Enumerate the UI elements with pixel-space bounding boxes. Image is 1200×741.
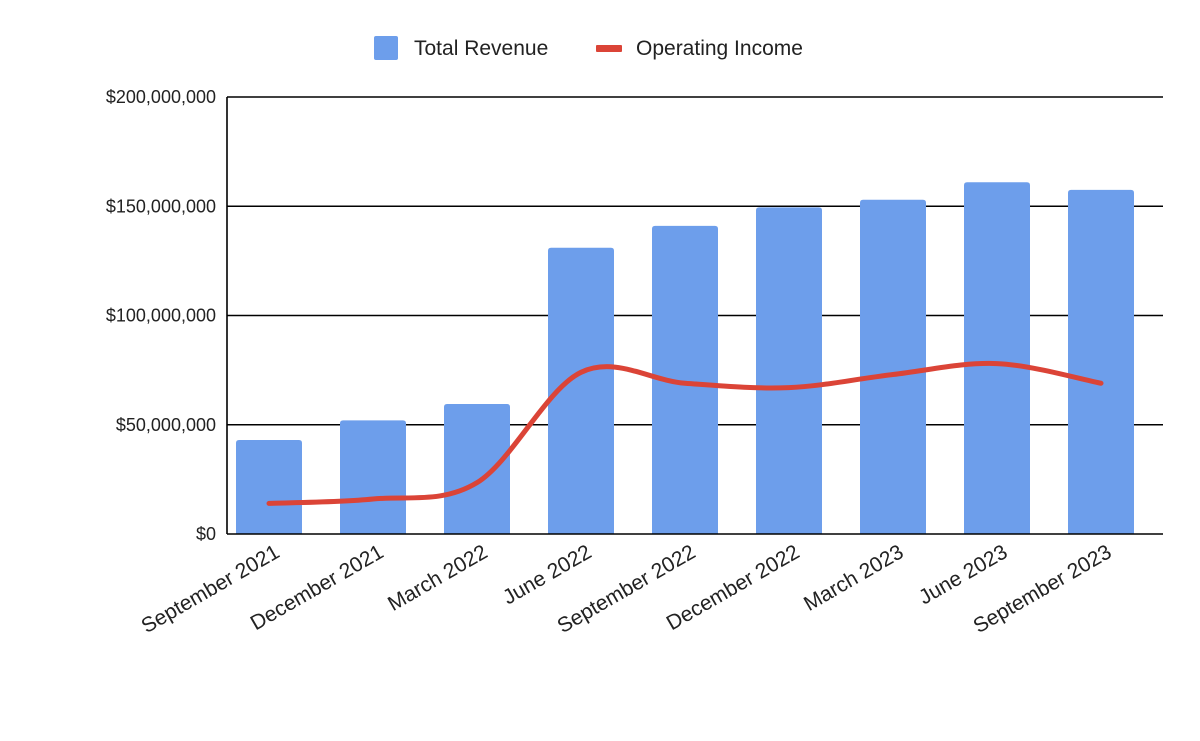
operating-income-line — [266, 360, 1104, 506]
revenue-bar — [1068, 189, 1134, 535]
revenue-bar — [236, 440, 302, 534]
x-tick-label: June 2022 — [499, 540, 595, 609]
y-tick-label: $200,000,000 — [106, 87, 216, 107]
legend-swatch-operating-income — [596, 45, 622, 52]
revenue-bars — [236, 182, 1134, 535]
operating-income-line-group — [266, 360, 1104, 506]
revenue-bar — [340, 420, 406, 534]
y-axis-tick-labels: $0 $50,000,000 $100,000,000 $150,000,000 $20… — [106, 87, 216, 544]
revenue-bar — [860, 199, 926, 534]
x-tick-label: June 2023 — [915, 540, 1011, 609]
revenue-bar — [964, 182, 1030, 534]
revenue-bar — [548, 247, 614, 534]
revenue-bar — [444, 403, 510, 534]
legend-label-operating-income: Operating Income — [636, 37, 803, 60]
x-tick-label: March 2022 — [384, 540, 492, 615]
legend-label-total-revenue: Total Revenue — [414, 37, 548, 60]
revenue-bar — [652, 225, 718, 535]
y-tick-label: $50,000,000 — [116, 415, 216, 435]
y-tick-label: $0 — [196, 524, 216, 544]
legend-swatch-total-revenue — [374, 36, 398, 60]
revenue-bar — [756, 207, 822, 534]
y-tick-label: $100,000,000 — [106, 306, 216, 326]
y-tick-label: $150,000,000 — [106, 196, 216, 216]
x-tick-label: March 2023 — [800, 540, 908, 615]
axes — [226, 97, 1163, 535]
legend: Total Revenue Operating Income — [374, 36, 803, 60]
